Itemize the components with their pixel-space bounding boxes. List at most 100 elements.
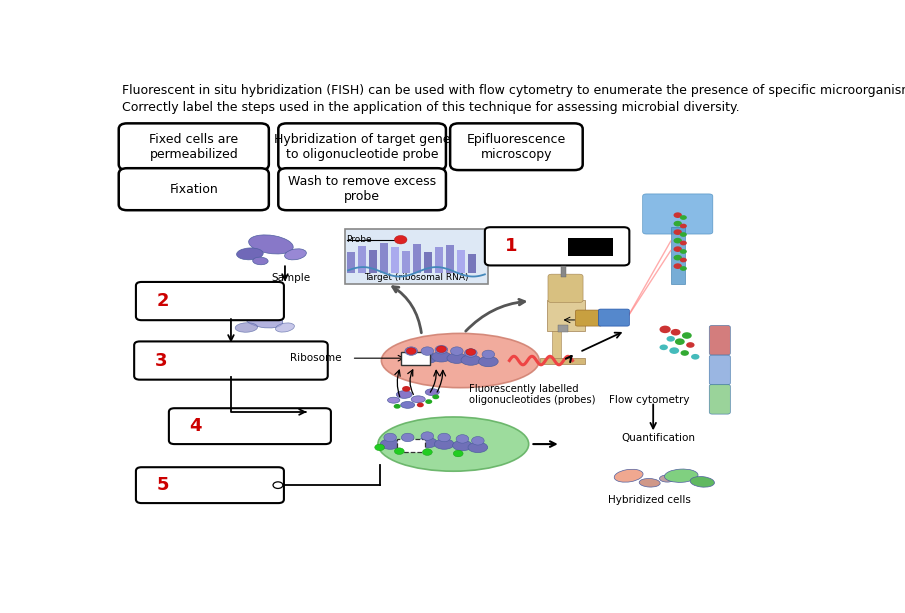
Ellipse shape xyxy=(664,469,698,482)
Text: 5: 5 xyxy=(157,476,169,494)
Bar xyxy=(391,247,399,273)
Bar xyxy=(347,253,355,273)
Circle shape xyxy=(660,345,668,350)
Circle shape xyxy=(451,347,463,356)
Bar xyxy=(468,254,476,273)
FancyBboxPatch shape xyxy=(710,326,730,355)
FancyBboxPatch shape xyxy=(485,227,629,265)
Circle shape xyxy=(436,346,446,352)
Circle shape xyxy=(394,404,401,409)
Circle shape xyxy=(421,347,433,356)
Bar xyxy=(539,358,586,364)
Circle shape xyxy=(686,342,694,348)
Ellipse shape xyxy=(417,353,437,364)
FancyBboxPatch shape xyxy=(136,282,284,320)
FancyBboxPatch shape xyxy=(169,408,331,444)
Ellipse shape xyxy=(381,333,539,387)
FancyBboxPatch shape xyxy=(136,467,284,503)
Circle shape xyxy=(673,221,682,226)
Ellipse shape xyxy=(434,439,454,449)
Circle shape xyxy=(482,350,495,359)
Circle shape xyxy=(680,232,687,237)
Circle shape xyxy=(680,241,687,245)
Circle shape xyxy=(673,229,682,235)
Bar xyxy=(567,238,614,256)
Ellipse shape xyxy=(249,235,293,254)
Circle shape xyxy=(384,433,396,442)
FancyBboxPatch shape xyxy=(119,123,269,170)
Ellipse shape xyxy=(425,389,439,395)
Circle shape xyxy=(433,395,439,399)
Ellipse shape xyxy=(396,390,412,398)
Ellipse shape xyxy=(411,396,425,403)
Text: 3: 3 xyxy=(155,351,167,370)
Bar xyxy=(413,244,422,273)
Ellipse shape xyxy=(402,353,421,364)
Ellipse shape xyxy=(417,438,437,448)
Bar xyxy=(560,265,567,278)
Ellipse shape xyxy=(284,249,307,260)
Circle shape xyxy=(425,399,433,404)
Text: Fluorescently labelled
oligonucleotides (probes): Fluorescently labelled oligonucleotides … xyxy=(470,384,595,405)
Ellipse shape xyxy=(432,352,452,362)
Circle shape xyxy=(675,338,685,345)
Ellipse shape xyxy=(447,353,467,364)
Bar xyxy=(424,252,433,273)
Text: Wash to remove excess
probe: Wash to remove excess probe xyxy=(288,175,436,203)
Bar xyxy=(552,311,560,358)
Ellipse shape xyxy=(235,323,258,332)
Ellipse shape xyxy=(691,476,714,487)
Ellipse shape xyxy=(245,312,282,328)
Bar xyxy=(368,249,377,273)
Circle shape xyxy=(402,386,411,392)
Text: Flow cytometry: Flow cytometry xyxy=(609,395,690,405)
Text: Fixation: Fixation xyxy=(169,183,218,196)
Circle shape xyxy=(464,349,477,357)
Circle shape xyxy=(375,444,385,451)
Circle shape xyxy=(666,336,675,341)
Circle shape xyxy=(673,246,682,252)
Ellipse shape xyxy=(236,248,263,260)
Bar xyxy=(345,229,489,284)
Circle shape xyxy=(680,257,687,262)
FancyBboxPatch shape xyxy=(279,123,446,170)
Ellipse shape xyxy=(452,440,472,451)
FancyBboxPatch shape xyxy=(643,194,713,234)
Circle shape xyxy=(273,482,283,489)
Circle shape xyxy=(435,346,448,354)
Circle shape xyxy=(405,347,417,356)
Bar xyxy=(435,247,443,273)
Ellipse shape xyxy=(639,479,660,487)
Circle shape xyxy=(673,264,682,269)
Circle shape xyxy=(680,224,687,229)
Circle shape xyxy=(670,348,679,354)
FancyBboxPatch shape xyxy=(119,168,269,210)
Text: Target (ribosomal RNA): Target (ribosomal RNA) xyxy=(364,273,469,282)
Ellipse shape xyxy=(479,356,498,367)
Circle shape xyxy=(682,332,691,339)
Ellipse shape xyxy=(275,323,294,332)
FancyBboxPatch shape xyxy=(710,355,730,385)
Circle shape xyxy=(660,326,671,333)
Text: Sample: Sample xyxy=(271,273,310,283)
Ellipse shape xyxy=(614,470,643,482)
Bar xyxy=(357,246,367,273)
Circle shape xyxy=(421,432,433,440)
Text: Probe: Probe xyxy=(346,235,372,244)
Ellipse shape xyxy=(398,439,417,449)
Bar xyxy=(397,440,425,452)
Circle shape xyxy=(673,255,682,261)
Ellipse shape xyxy=(387,397,400,403)
Circle shape xyxy=(395,448,405,454)
Circle shape xyxy=(453,450,463,457)
Bar xyxy=(402,251,410,273)
Text: Ribosome: Ribosome xyxy=(290,353,341,363)
FancyBboxPatch shape xyxy=(598,309,629,326)
FancyBboxPatch shape xyxy=(279,168,446,210)
Text: Fixed cells are
permeabilized: Fixed cells are permeabilized xyxy=(149,133,238,161)
Bar xyxy=(446,245,454,273)
Text: 4: 4 xyxy=(189,417,202,435)
Bar xyxy=(401,352,430,365)
Text: 2: 2 xyxy=(157,292,169,310)
Circle shape xyxy=(673,212,682,218)
